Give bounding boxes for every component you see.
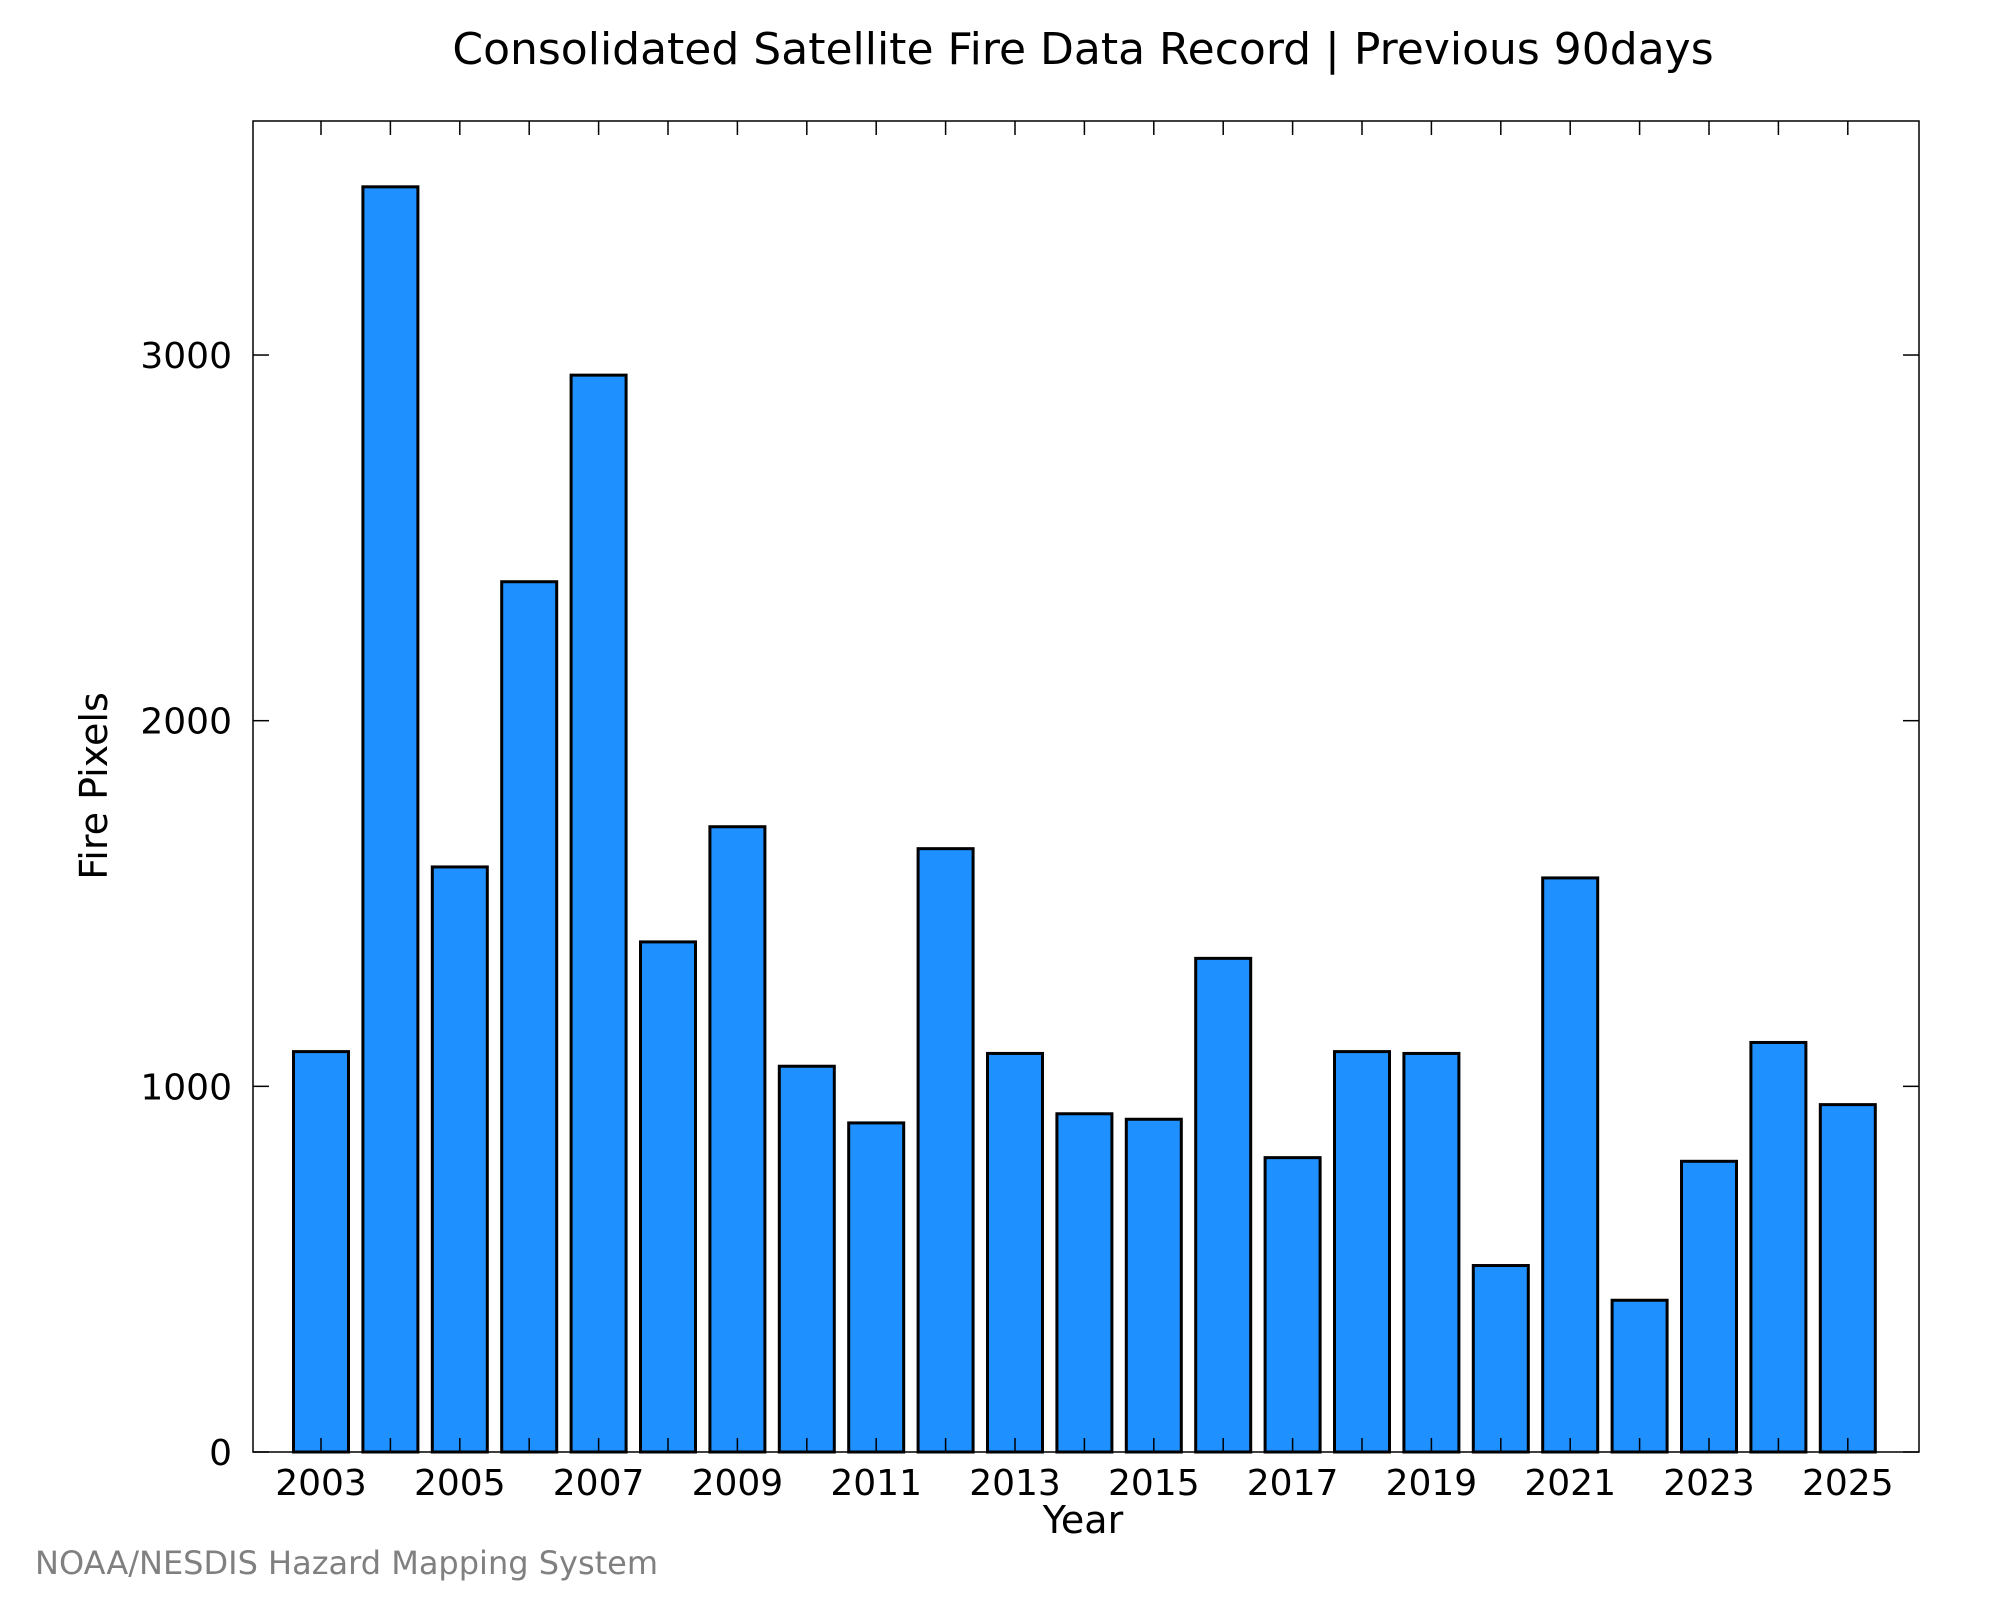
bar-2025: [1818, 1103, 1877, 1454]
x-tick-label-2023: 2023: [1663, 1463, 1755, 1504]
bar-2011: [847, 1121, 906, 1454]
x-tick-label-2015: 2015: [1108, 1463, 1200, 1504]
x-tick-label-2003: 2003: [275, 1463, 367, 1504]
x-tick-label-2005: 2005: [414, 1463, 506, 1504]
bar-2023: [1680, 1159, 1738, 1454]
x-tick-label-2017: 2017: [1247, 1463, 1339, 1504]
bar-2021: [1541, 876, 1600, 1454]
y-tick-label-3000: 3000: [140, 336, 232, 377]
x-tick-label-2013: 2013: [969, 1463, 1061, 1504]
y-tick-label-1000: 1000: [140, 1067, 232, 1108]
source-credit: NOAA/NESDIS Hazard Mapping System: [35, 1544, 658, 1582]
chart-title: Consolidated Satellite Fire Data Record …: [452, 24, 1713, 75]
bar-2005: [430, 865, 489, 1454]
bar-2010: [777, 1064, 836, 1454]
ticks-group: 2003 2005 2007 2009 2011 2013 2015 2017 2019 2021…: [140, 121, 1919, 1504]
bar-2007: [569, 373, 628, 1454]
bar-2008: [639, 940, 697, 1454]
bar-2006: [500, 580, 559, 1454]
bar-2014: [1055, 1112, 1114, 1454]
bar-2016: [1194, 956, 1253, 1454]
y-axis-label: Fire Pixels: [72, 692, 116, 880]
bar-2003: [292, 1050, 350, 1454]
plot-frame: [252, 120, 1920, 1453]
x-tick-label-2025: 2025: [1802, 1463, 1894, 1504]
bar-2020: [1471, 1264, 1530, 1454]
bars-group: [292, 185, 1877, 1454]
y-tick-label-0: 0: [209, 1433, 232, 1474]
bar-2015: [1124, 1117, 1183, 1454]
x-tick-label-2007: 2007: [553, 1463, 645, 1504]
bar-2012: [916, 847, 975, 1454]
bar-2013: [986, 1051, 1044, 1454]
bar-2017: [1263, 1156, 1322, 1454]
x-tick-label-2019: 2019: [1386, 1463, 1478, 1504]
x-tick-label-2011: 2011: [830, 1463, 922, 1504]
bar-2009: [708, 825, 767, 1454]
bar-2019: [1402, 1051, 1461, 1454]
bar-2004: [361, 185, 420, 1454]
y-tick-label-2000: 2000: [140, 702, 232, 743]
bar-2018: [1333, 1050, 1391, 1454]
bar-2022: [1610, 1298, 1669, 1454]
x-tick-label-2009: 2009: [692, 1463, 784, 1504]
x-axis-label: Year: [1042, 1498, 1124, 1542]
x-tick-label-2021: 2021: [1524, 1463, 1616, 1504]
bar-2024: [1749, 1040, 1808, 1454]
